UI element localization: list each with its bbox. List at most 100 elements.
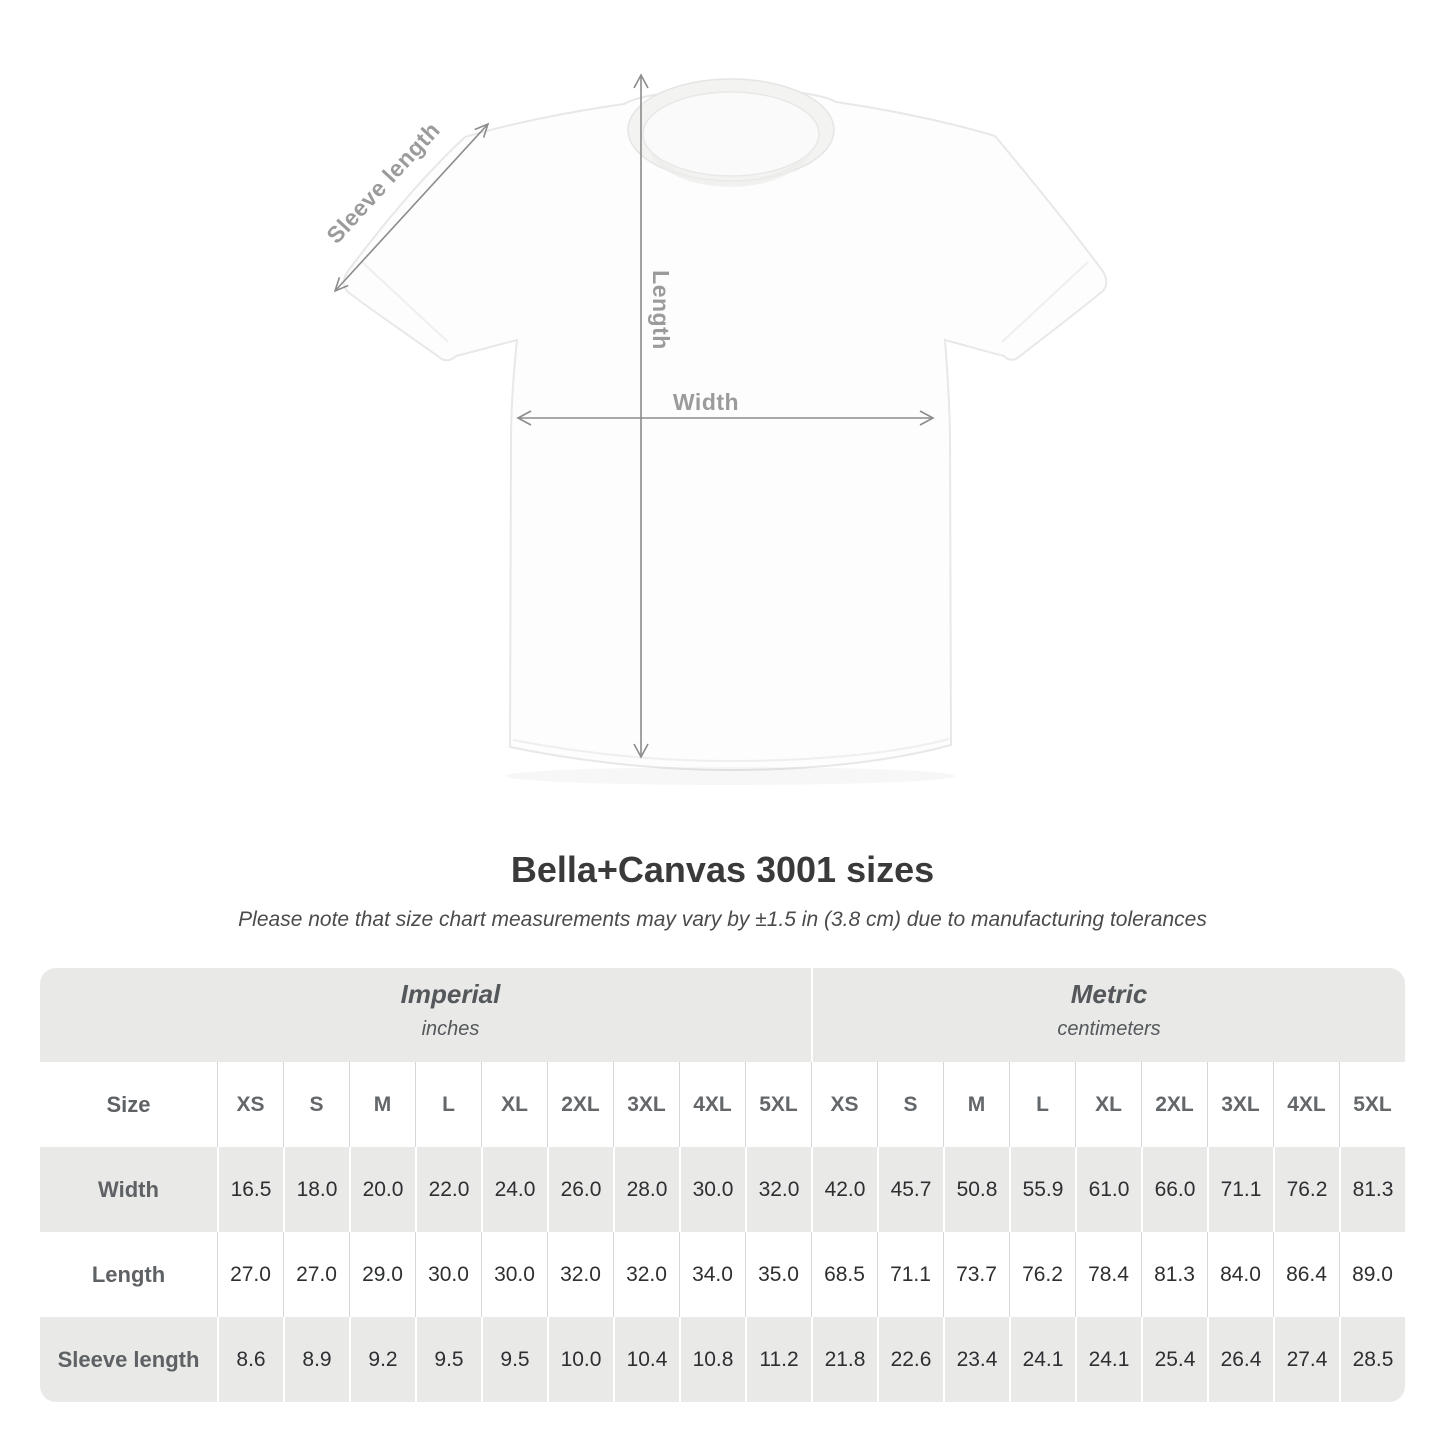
value-cell: 68.5 <box>811 1232 877 1317</box>
value-cell: 26.0 <box>547 1147 613 1232</box>
value-cell: 24.1 <box>1009 1317 1075 1402</box>
value-cell: 28.0 <box>613 1147 679 1232</box>
size-col-header: XL <box>481 1062 547 1147</box>
value-cell: 86.4 <box>1273 1232 1339 1317</box>
value-cell: 25.4 <box>1141 1317 1207 1402</box>
value-cell: 8.9 <box>283 1317 349 1402</box>
value-cell: 18.0 <box>283 1147 349 1232</box>
value-cell: 35.0 <box>745 1232 811 1317</box>
width-row: Width 16.5 18.0 20.0 22.0 24.0 26.0 28.0… <box>40 1147 1405 1232</box>
size-col-header: 2XL <box>1141 1062 1207 1147</box>
right-cuff-seam <box>1001 261 1089 343</box>
row-label: Sleeve length <box>57 1346 200 1372</box>
value-cell: 30.0 <box>415 1232 481 1317</box>
size-col-header: 5XL <box>745 1062 811 1147</box>
value-cell: 76.2 <box>1009 1232 1075 1317</box>
size-col-header: 3XL <box>1207 1062 1273 1147</box>
value-cell: 9.5 <box>481 1317 547 1402</box>
value-cell: 24.1 <box>1075 1317 1141 1402</box>
value-cell: 71.1 <box>877 1232 943 1317</box>
value-cell: 22.0 <box>415 1147 481 1232</box>
width-arrow <box>516 410 935 426</box>
unit-header-row: Imperial inches Metric centimeters <box>40 968 1405 1062</box>
value-cell: 20.0 <box>349 1147 415 1232</box>
value-cell: 27.4 <box>1273 1317 1339 1402</box>
size-column-header: Size <box>106 1091 151 1117</box>
value-cell: 34.0 <box>679 1232 745 1317</box>
value-cell: 27.0 <box>217 1232 283 1317</box>
value-cell: 76.2 <box>1273 1147 1339 1232</box>
size-col-header: 2XL <box>547 1062 613 1147</box>
size-col-header: L <box>1009 1062 1075 1147</box>
value-cell: 32.0 <box>547 1232 613 1317</box>
metric-unit-label: centimeters <box>1057 1018 1161 1040</box>
value-cell: 78.4 <box>1075 1232 1141 1317</box>
value-cell: 55.9 <box>1009 1147 1075 1232</box>
value-cell: 10.8 <box>679 1317 745 1402</box>
length-label: Length <box>648 270 674 350</box>
size-col-header: 4XL <box>679 1062 745 1147</box>
size-col-header: S <box>283 1062 349 1147</box>
imperial-unit-label: inches <box>421 1018 480 1040</box>
size-col-header: XS <box>811 1062 877 1147</box>
value-cell: 26.4 <box>1207 1317 1273 1402</box>
size-header-row: Size XS S M L XL 2XL 3XL 4XL 5XL XS S M … <box>40 1062 1405 1147</box>
value-cell: 23.4 <box>943 1317 1009 1402</box>
sleeve-length-row: Sleeve length 8.6 8.9 9.2 9.5 9.5 10.0 1… <box>40 1317 1405 1402</box>
value-cell: 84.0 <box>1207 1232 1273 1317</box>
row-label: Width <box>98 1176 159 1202</box>
size-col-header: S <box>877 1062 943 1147</box>
row-label: Length <box>91 1261 166 1287</box>
value-cell: 22.6 <box>877 1317 943 1402</box>
value-cell: 29.0 <box>349 1232 415 1317</box>
value-cell: 66.0 <box>1141 1147 1207 1232</box>
length-row: Length 27.0 27.0 29.0 30.0 30.0 32.0 32.… <box>40 1232 1405 1317</box>
width-label: Width <box>673 389 739 415</box>
imperial-group-header: Imperial inches <box>40 968 811 1062</box>
tshirt-body <box>342 88 1108 772</box>
left-cuff-seam <box>361 261 449 343</box>
value-cell: 32.0 <box>613 1232 679 1317</box>
metric-label: Metric <box>1070 979 1148 1009</box>
imperial-label: Imperial <box>400 979 501 1009</box>
value-cell: 30.0 <box>679 1147 745 1232</box>
size-col-header: M <box>349 1062 415 1147</box>
value-cell: 28.5 <box>1339 1317 1405 1402</box>
value-cell: 73.7 <box>943 1232 1009 1317</box>
size-col-header: 4XL <box>1273 1062 1339 1147</box>
value-cell: 32.0 <box>745 1147 811 1232</box>
hem-seam <box>512 738 950 763</box>
size-col-header: M <box>943 1062 1009 1147</box>
size-col-header: 3XL <box>613 1062 679 1147</box>
size-col-header: L <box>415 1062 481 1147</box>
collar-inner-shadow <box>648 146 814 187</box>
value-cell: 50.8 <box>943 1147 1009 1232</box>
size-col-header: 5XL <box>1339 1062 1405 1147</box>
value-cell: 16.5 <box>217 1147 283 1232</box>
page-title: Bella+Canvas 3001 sizes <box>510 849 935 890</box>
value-cell: 71.1 <box>1207 1147 1273 1232</box>
value-cell: 10.4 <box>613 1317 679 1402</box>
size-col-header: XS <box>217 1062 283 1147</box>
value-cell: 89.0 <box>1339 1232 1405 1317</box>
size-table: Imperial inches Metric centimeters Size … <box>40 968 1405 1402</box>
value-cell: 81.3 <box>1141 1232 1207 1317</box>
sleeve-length-arrow <box>333 122 490 293</box>
measurement-arrows <box>333 73 935 759</box>
hem-shadow <box>505 767 955 785</box>
value-cell: 61.0 <box>1075 1147 1141 1232</box>
value-cell: 42.0 <box>811 1147 877 1232</box>
value-cell: 11.2 <box>745 1317 811 1402</box>
value-cell: 9.5 <box>415 1317 481 1402</box>
value-cell: 9.2 <box>349 1317 415 1402</box>
value-cell: 81.3 <box>1339 1147 1405 1232</box>
value-cell: 24.0 <box>481 1147 547 1232</box>
length-arrow <box>633 73 649 759</box>
size-col-header: XL <box>1075 1062 1141 1147</box>
value-cell: 8.6 <box>217 1317 283 1402</box>
value-cell: 45.7 <box>877 1147 943 1232</box>
collar-opening <box>642 91 820 177</box>
tolerance-note: Please note that size chart measurements… <box>238 908 1207 931</box>
value-cell: 10.0 <box>547 1317 613 1402</box>
